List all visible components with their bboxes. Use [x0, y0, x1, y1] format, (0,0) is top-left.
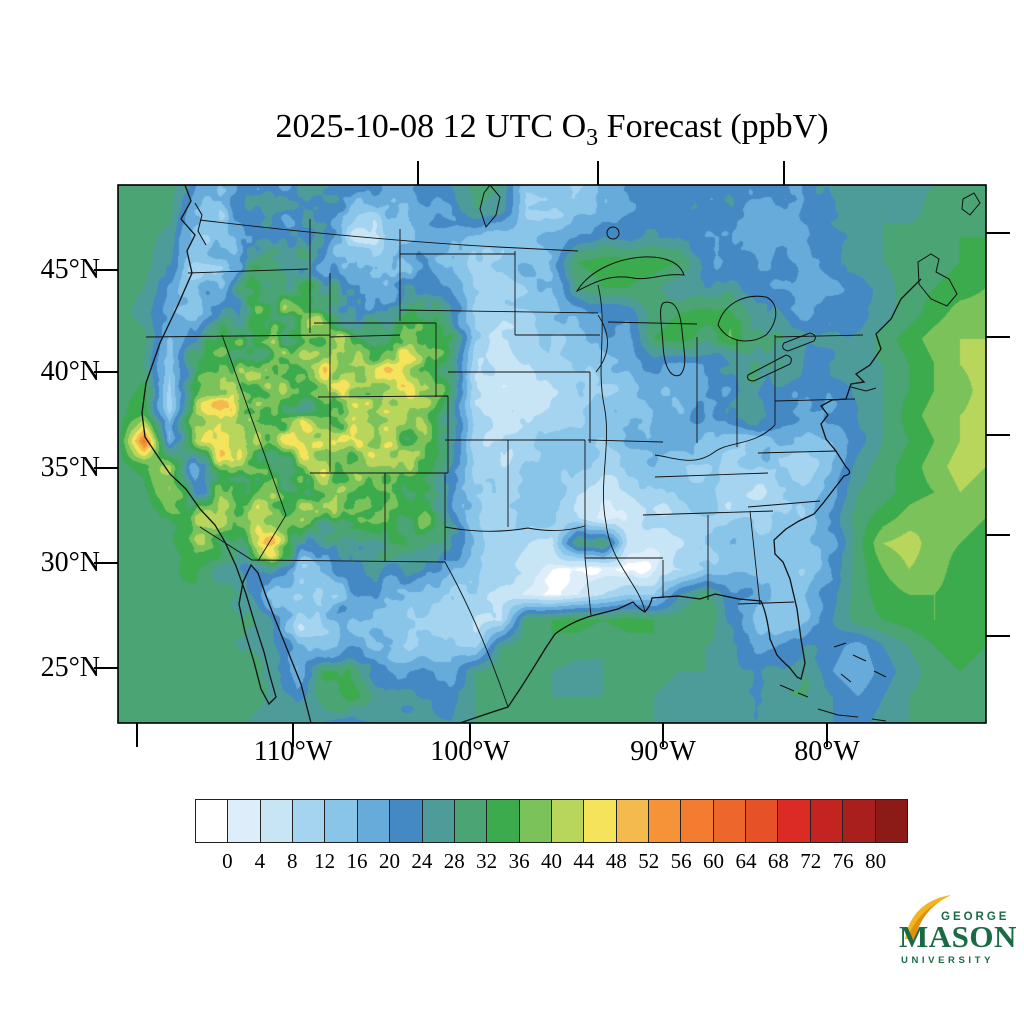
colorbar-cell	[680, 800, 713, 842]
newfoundland-sliver-coast	[961, 192, 981, 216]
colorbar-tick-label: 44	[573, 849, 595, 873]
colorbar-tick-label: 24	[411, 849, 433, 873]
colorbar-cell	[809, 800, 843, 842]
colorbar-tick-label: 32	[476, 849, 498, 873]
colorbar-cell	[227, 800, 260, 842]
latitude-ticks-right	[986, 232, 1010, 637]
figure-title: 2025-10-08 12 UTC O3 Forecast (ppbV)	[90, 108, 1014, 152]
latitude-ticks-left	[94, 269, 118, 669]
lake-nipigon-outline	[606, 226, 620, 240]
logo-george-text: GEORGE	[941, 911, 1009, 923]
colorbar-tick-label: 80	[865, 849, 887, 873]
title-datetime: 2025-10-08 12 UTC O	[275, 108, 587, 145]
latitude-label-35n: 35°N	[40, 452, 100, 483]
colorbar-cells	[195, 799, 908, 843]
gmu-logo: GEORGE MASON UNIVERSITY	[899, 895, 1017, 966]
colorbar-cell	[842, 800, 875, 842]
colorbar-cell	[874, 800, 907, 842]
colorbar-tick-label: 76	[832, 849, 854, 873]
colorbar-tick-label: 48	[605, 849, 627, 873]
ozone-forecast-map	[118, 185, 986, 723]
logo-mason-text: MASON	[899, 919, 1017, 954]
colorbar-tick-label: 16	[346, 849, 368, 873]
colorbar-cell	[648, 800, 681, 842]
colorbar-cell	[292, 800, 325, 842]
colorbar-cell	[712, 800, 746, 842]
colorbar-tick-label: 40	[541, 849, 562, 873]
colorbar-tick-label: 20	[378, 849, 400, 873]
lake-huron-outline	[717, 295, 777, 342]
colorbar-tick-label: 52	[638, 849, 660, 873]
colorbar-tick-label: 0	[222, 849, 233, 873]
lake-winnipeg-outline	[479, 184, 501, 229]
colorbar-cell	[356, 800, 390, 842]
long-island-coast	[850, 386, 877, 392]
west-coastline	[141, 184, 312, 724]
colorbar-tick-label: 8	[286, 849, 298, 873]
longitude-label-100w: 100°W	[430, 736, 510, 767]
colorbar-tick-label: 64	[735, 849, 757, 873]
colorbar-tick-label: 28	[443, 849, 465, 873]
gulf-east-coastline	[459, 278, 922, 724]
longitude-ticks-top	[417, 161, 785, 185]
lake-superior-outline	[575, 256, 685, 293]
colorbar-tick-label: 72	[800, 849, 822, 873]
colorbar-tick-label: 60	[703, 849, 725, 873]
longitude-label-90w: 90°W	[630, 736, 696, 767]
lake-ontario-outline	[782, 332, 816, 352]
state-borders	[145, 219, 864, 708]
colorbar-cell	[196, 800, 228, 842]
colorbar-cell	[259, 800, 293, 842]
colorbar-cell	[518, 800, 551, 842]
colorbar-tick-label: 68	[767, 849, 789, 873]
colorbar-cell	[324, 800, 357, 842]
longitude-label-110w: 110°W	[253, 736, 333, 767]
latitude-label-45n: 45°N	[40, 254, 100, 285]
colorbar-tick-label: 4	[254, 849, 266, 873]
longitude-ticks-bottom	[136, 723, 828, 747]
latitude-label-25n: 25°N	[40, 652, 100, 683]
latitude-label-30n: 30°N	[40, 547, 100, 578]
colorbar-cell	[453, 800, 487, 842]
colorbar-cell	[421, 800, 454, 842]
lake-erie-outline	[747, 354, 792, 382]
colorbar-cell	[583, 800, 616, 842]
colorbar-cell	[550, 800, 584, 842]
colorbar-tick-label: 36	[508, 849, 530, 873]
colorbar-tick-label: 12	[314, 849, 336, 873]
colorbar-cell	[615, 800, 649, 842]
logo-university-text: UNIVERSITY	[901, 955, 994, 966]
logo-swoosh-accent-icon	[907, 903, 937, 939]
colorbar-cell	[389, 800, 422, 842]
lake-michigan-outline	[660, 301, 686, 377]
title-subscript: 3	[586, 124, 599, 151]
latitude-label-40n: 40°N	[40, 356, 100, 387]
colorbar-tick-label: 56	[670, 849, 692, 873]
colorbar-cell	[777, 800, 810, 842]
map-overlay-svg	[94, 161, 1010, 747]
nova-scotia-coast	[917, 253, 958, 307]
longitude-label-80w: 80°W	[794, 736, 860, 767]
puget-sound-coast	[194, 202, 207, 246]
bahamas-islands	[779, 642, 887, 722]
colorbar: 0 4 8 12 16 20 24 28 32 36 40 44 48 52 56 60 64 68 72 76 80	[195, 799, 908, 879]
map-frame	[117, 184, 987, 724]
title-suffix: Forecast (ppbV)	[598, 108, 829, 145]
colorbar-cell	[486, 800, 519, 842]
colorbar-cell	[745, 800, 778, 842]
